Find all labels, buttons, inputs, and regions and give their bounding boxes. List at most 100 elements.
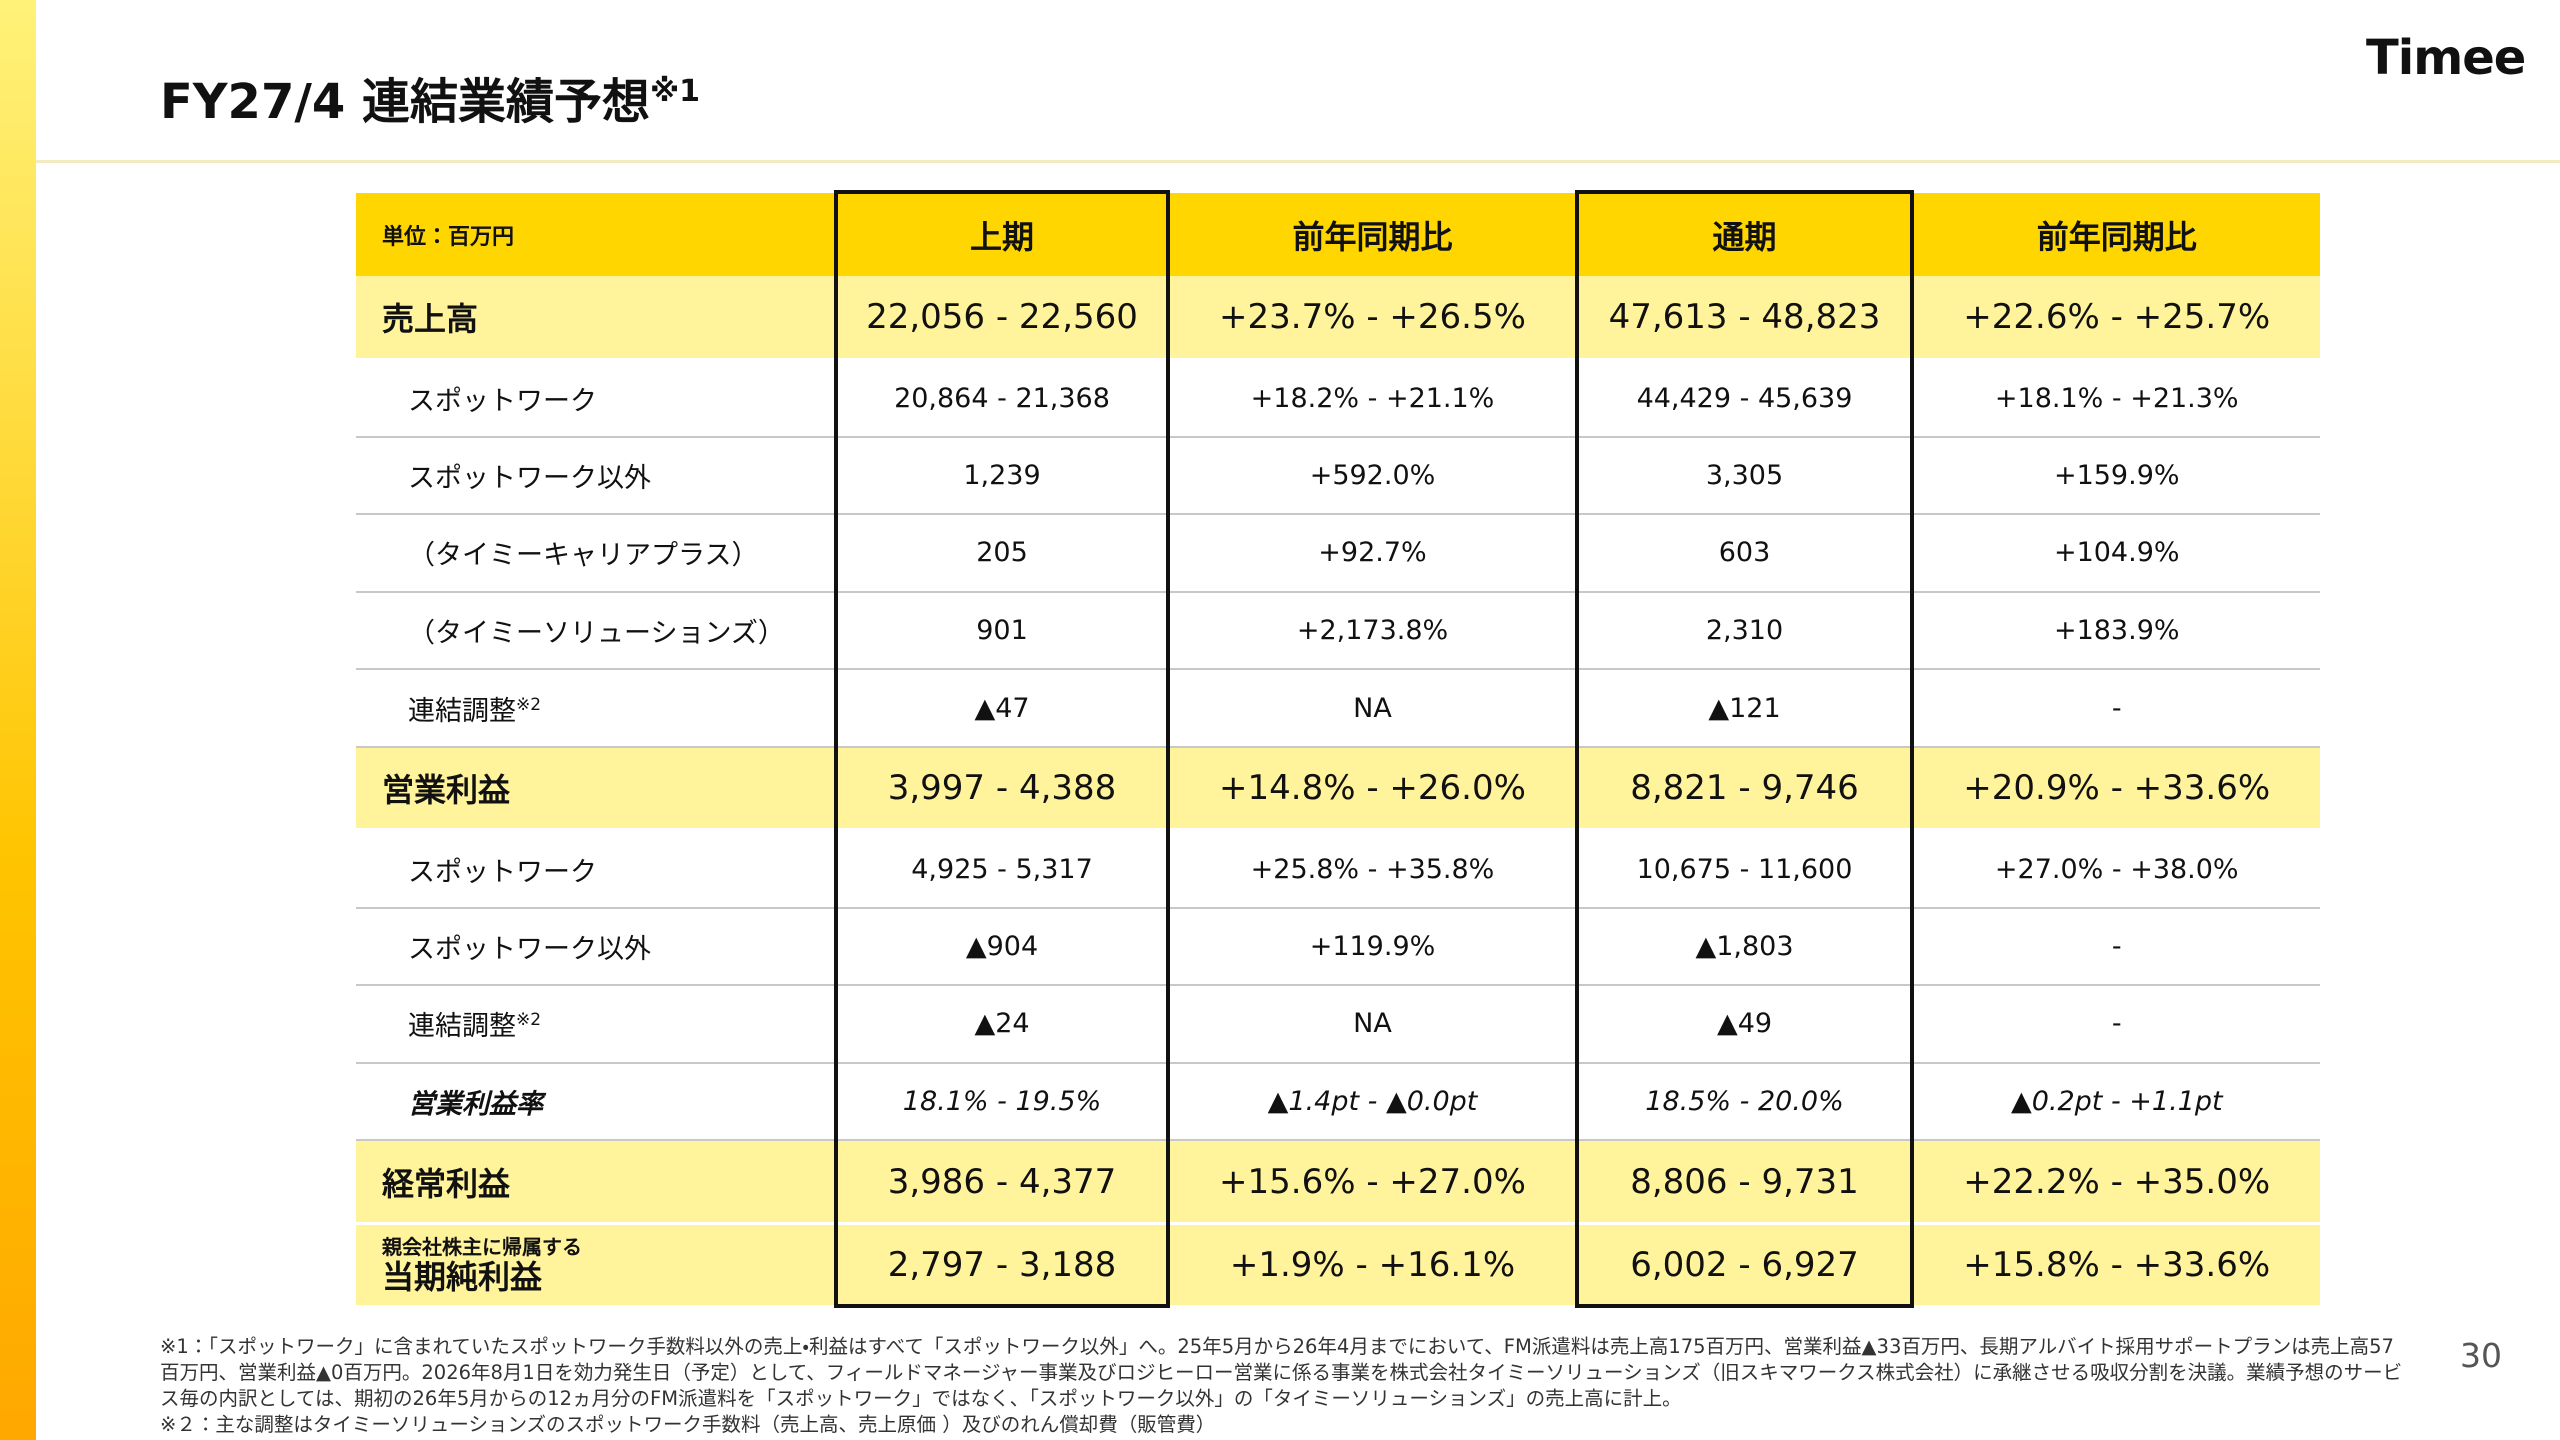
row-sublabel: 親会社株主に帰属する <box>382 1234 582 1259</box>
cell: 18.1% - 19.5% <box>836 1062 1170 1141</box>
row-label: 連結調整※2 <box>356 985 838 1063</box>
row-label: スポットワーク <box>356 829 838 908</box>
column-header: 前年同期比 <box>2036 217 2197 256</box>
table-row: 営業利益 3,997 - 4,388 +14.8% - +26.0% 8,821 - … <box>356 746 2320 830</box>
cell: +15.8% - +33.6% <box>1963 1244 2271 1285</box>
table-row: 連結調整※2 ▲47 NA ▲121- <box>356 669 2320 747</box>
cell: 3,305 <box>1577 436 1914 515</box>
cell: +14.8% - +26.0% <box>1168 746 1579 830</box>
row-label-text: 営業利益率 <box>408 1089 543 1121</box>
cell: +18.2% - +21.1% <box>1168 359 1579 437</box>
row-label-text: （タイミーキャリアプラス） <box>408 540 759 572</box>
title: FY27/4 連結業績予想※1 <box>160 62 700 132</box>
cell: +183.9% <box>2053 615 2180 647</box>
table-row: 売上高 22,056 - 22,560 +23.7% - +26.5% 47,613 … <box>356 276 2320 359</box>
cell: 4,925 - 5,317 <box>836 829 1170 908</box>
table-row: 営業利益率 18.1% - 19.5% ▲1.4pt - ▲0.0pt 18.5% -… <box>356 1062 2320 1141</box>
cell: +27.0% - +38.0% <box>1994 853 2239 885</box>
cell: +1.9% - +16.1% <box>1168 1223 1579 1307</box>
row-label: （タイミーキャリアプラス） <box>356 514 838 592</box>
cell: 18.5% - 20.0% <box>1577 1062 1914 1141</box>
title-text: FY27/4 連結業績予想 <box>160 74 650 130</box>
cell: 3,986 - 4,377 <box>836 1140 1170 1224</box>
row-label: スポットワーク以外 <box>356 907 838 986</box>
table-row: スポットワーク 20,864 - 21,368 +18.2% - +21.1% 44,… <box>356 359 2320 437</box>
cell: +20.9% - +33.6% <box>1963 768 2271 809</box>
row-label: 営業利益 <box>356 746 838 830</box>
cell: +18.1% - +21.3% <box>1994 382 2239 414</box>
row-label-text: スポットワーク <box>408 385 597 417</box>
cell: +22.2% - +35.0% <box>1963 1161 2271 1202</box>
cell: 2,797 - 3,188 <box>836 1223 1170 1307</box>
cell: - <box>2111 930 2122 962</box>
accent-bar <box>0 0 36 1440</box>
row-label: 親会社株主に帰属する 当期純利益 <box>356 1223 838 1307</box>
cell: 20,864 - 21,368 <box>836 359 1170 437</box>
cell: +23.7% - +26.5% <box>1168 276 1579 359</box>
row-label: 営業利益率 <box>356 1062 838 1141</box>
cell: +104.9% <box>2053 537 2180 569</box>
cell: +119.9% <box>1168 907 1579 986</box>
footnote: ※２：主な調整はタイミーソリューションズのスポットワーク手数料（売上高、売上原価… <box>160 1413 1216 1436</box>
cell: 47,613 - 48,823 <box>1577 276 1914 359</box>
cell: 603 <box>1577 514 1914 592</box>
row-label-text: 連結調整 <box>408 1011 516 1043</box>
row-label-text: スポットワーク以外 <box>408 462 651 494</box>
cell: 6,002 - 6,927 <box>1577 1223 1914 1307</box>
cell: 3,997 - 4,388 <box>836 746 1170 830</box>
highlight-box <box>1575 190 1914 1308</box>
cell: +92.7% <box>1168 514 1579 592</box>
forecast-table: 単位：百万円 上期 前年同期比 通期 前年同期比 売上高 22,056 - 22,560 +… <box>356 193 2320 1308</box>
cell: 22,056 - 22,560 <box>836 276 1170 359</box>
cell: NA <box>1168 985 1579 1063</box>
cell: ▲49 <box>1577 985 1914 1063</box>
table-row: スポットワーク 4,925 - 5,317 +25.8% - +35.8% 10,67… <box>356 829 2320 908</box>
table-row: スポットワーク以外 ▲904 +119.9% ▲1,803 - <box>356 907 2320 986</box>
cell: - <box>2111 1008 2122 1040</box>
row-label: スポットワーク <box>356 359 838 437</box>
table-row: 親会社株主に帰属する 当期純利益 2,797 - 3,188 +1.9% - +16.… <box>356 1223 2320 1307</box>
row-label-text: 営業利益 <box>382 771 511 810</box>
cell: 8,821 - 9,746 <box>1577 746 1914 830</box>
highlight-box <box>834 190 1170 1308</box>
row-label: 連結調整※2 <box>356 669 838 747</box>
row-label: （タイミーソリューションズ） <box>356 591 838 670</box>
row-note: ※2 <box>516 694 542 715</box>
cell: 44,429 - 45,639 <box>1577 359 1914 437</box>
cell: ▲0.2pt - +1.1pt <box>2010 1086 2223 1118</box>
row-label-text: スポットワーク以外 <box>408 933 651 965</box>
cell: ▲24 <box>836 985 1170 1063</box>
table-row: （タイミーキャリアプラス） 205 +92.7% 603 +104.9% <box>356 514 2320 592</box>
cell: 901 <box>836 591 1170 670</box>
cell: ▲1,803 <box>1577 907 1914 986</box>
table-row: 経常利益 3,986 - 4,377 +15.6% - +27.0% 8,806 - … <box>356 1140 2320 1224</box>
table-row: スポットワーク以外 1,239 +592.0% 3,305 +159.9% <box>356 436 2320 515</box>
row-label-text: 当期純利益 <box>382 1257 543 1296</box>
cell: +2,173.8% <box>1168 591 1579 670</box>
cell: 8,806 - 9,731 <box>1577 1140 1914 1224</box>
title-rule <box>36 160 2560 163</box>
header-row: 単位：百万円 上期 前年同期比 通期 前年同期比 <box>356 193 2320 276</box>
cell: 205 <box>836 514 1170 592</box>
cell: 2,310 <box>1577 591 1914 670</box>
cell: +159.9% <box>2053 459 2180 491</box>
table-row: 連結調整※2 ▲24 NA ▲49 - <box>356 985 2320 1063</box>
row-label-text: 売上高 <box>382 299 479 338</box>
footnote: ※1：「スポットワーク」に含まれていたスポットワーク手数料以外の売上・利益はすべ… <box>160 1335 2403 1410</box>
column-header: 単位：百万円 <box>356 193 838 276</box>
cell: +15.6% - +27.0% <box>1168 1140 1579 1224</box>
cell: - <box>2111 692 2122 724</box>
cell: 10,675 - 11,600 <box>1577 829 1914 908</box>
cell: +22.6% - +25.7% <box>1963 296 2271 337</box>
logo: Timee <box>2366 30 2526 86</box>
row-label: 売上高 <box>356 276 838 359</box>
cell: ▲47 <box>836 669 1170 747</box>
row-label-text: （タイミーソリューションズ） <box>408 618 785 650</box>
cell: ▲121 <box>1577 669 1914 747</box>
row-label: スポットワーク以外 <box>356 436 838 515</box>
footnotes: ※1：「スポットワーク」に含まれていたスポットワーク手数料以外の売上・利益はすべ… <box>160 1334 2410 1438</box>
title-note: ※1 <box>650 74 701 109</box>
cell: +592.0% <box>1168 436 1579 515</box>
